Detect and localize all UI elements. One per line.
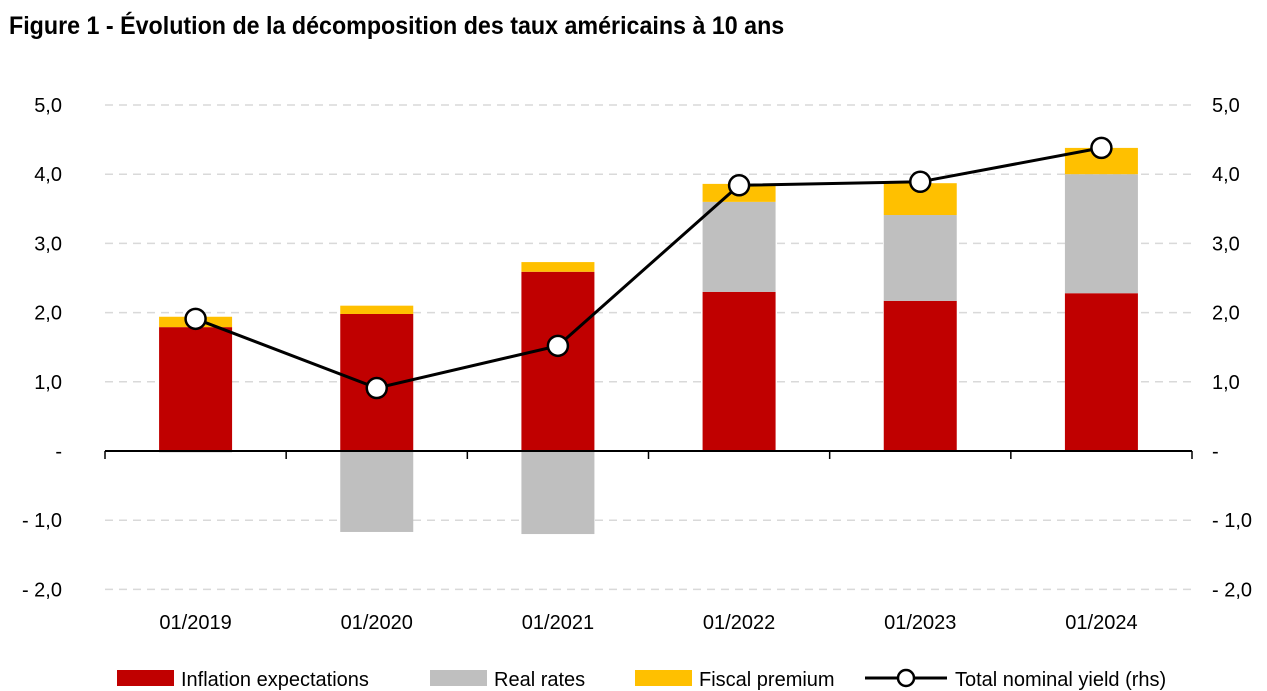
bar-inflation-expectations [883, 300, 957, 451]
bar-real-rates [702, 201, 776, 292]
bar-inflation-expectations [159, 327, 233, 451]
y-tick-label-right: 5,0 [1212, 95, 1240, 117]
legend-label: Fiscal premium [699, 669, 835, 691]
y-tick-label-left: 3,0 [34, 233, 62, 255]
legend-label: Total nominal yield (rhs) [955, 669, 1166, 691]
x-tick-label: 01/2022 [703, 612, 775, 634]
point-total-nominal-yield [184, 307, 207, 331]
x-tick-label: 01/2024 [1065, 612, 1137, 634]
line-total-nominal-yield [195, 146, 1102, 390]
bar-real-rates [883, 215, 957, 301]
bar-real-rates [340, 451, 414, 532]
y-tick-label-left: - 2,0 [22, 579, 62, 601]
x-tick-label: 01/2020 [341, 612, 413, 634]
bar-inflation-expectations [1064, 293, 1138, 451]
y-tick-label-right: 2,0 [1212, 303, 1240, 325]
bar-fiscal-premium [340, 305, 414, 314]
y-tick-label-right: 3,0 [1212, 233, 1240, 255]
x-tick-label: 01/2021 [522, 612, 594, 634]
bar-inflation-expectations [702, 291, 776, 451]
x-tick-label: 01/2019 [159, 612, 231, 634]
legend-label: Inflation expectations [181, 669, 369, 691]
y-tick-label-right: - 1,0 [1212, 510, 1252, 532]
y-tick-label-left: 4,0 [34, 164, 62, 186]
bar-inflation-expectations [521, 271, 595, 451]
y-tick-label-right: 4,0 [1212, 164, 1240, 186]
legend-label: Real rates [494, 669, 585, 691]
point-total-nominal-yield [546, 334, 570, 358]
chart-title: Figure 1 - Évolution de la décomposition… [9, 12, 785, 40]
point-total-nominal-yield [909, 170, 932, 194]
y-tick-label-left: - [55, 441, 62, 463]
bar-real-rates [521, 451, 595, 535]
legend-swatch [117, 670, 174, 686]
y-tick-label-left: 1,0 [34, 372, 62, 394]
bar-real-rates [1064, 174, 1138, 294]
y-tick-label-right: - [1212, 441, 1219, 463]
y-tick-label-right: 1,0 [1212, 372, 1240, 394]
point-total-nominal-yield [365, 376, 388, 400]
legend-swatch [430, 670, 487, 686]
legend-marker [896, 668, 916, 688]
point-total-nominal-yield [1090, 136, 1113, 160]
legend-swatch [635, 670, 692, 686]
y-tick-label-left: 2,0 [34, 303, 62, 325]
y-tick-label-left: - 1,0 [22, 510, 62, 532]
x-tick-label: 01/2023 [884, 612, 956, 634]
y-tick-label-right: - 2,0 [1212, 579, 1252, 601]
bar-fiscal-premium [521, 262, 595, 272]
y-tick-label-left: 5,0 [34, 95, 62, 117]
point-total-nominal-yield [727, 174, 751, 197]
